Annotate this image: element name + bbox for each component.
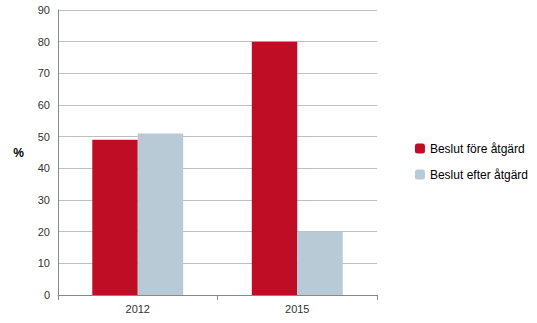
svg-text:%: % — [13, 146, 24, 160]
svg-text:Beslut efter åtgärd: Beslut efter åtgärd — [430, 168, 528, 182]
svg-text:0: 0 — [44, 289, 50, 301]
svg-text:40: 40 — [38, 162, 50, 174]
svg-text:60: 60 — [38, 99, 50, 111]
svg-text:50: 50 — [38, 131, 50, 143]
svg-text:2012: 2012 — [126, 303, 150, 315]
svg-text:70: 70 — [38, 67, 50, 79]
svg-text:30: 30 — [38, 194, 50, 206]
svg-text:90: 90 — [38, 4, 50, 16]
svg-text:Beslut före åtgärd: Beslut före åtgärd — [430, 142, 525, 156]
svg-text:2015: 2015 — [285, 303, 309, 315]
svg-text:80: 80 — [38, 36, 50, 48]
svg-text:20: 20 — [38, 226, 50, 238]
svg-text:10: 10 — [38, 257, 50, 269]
